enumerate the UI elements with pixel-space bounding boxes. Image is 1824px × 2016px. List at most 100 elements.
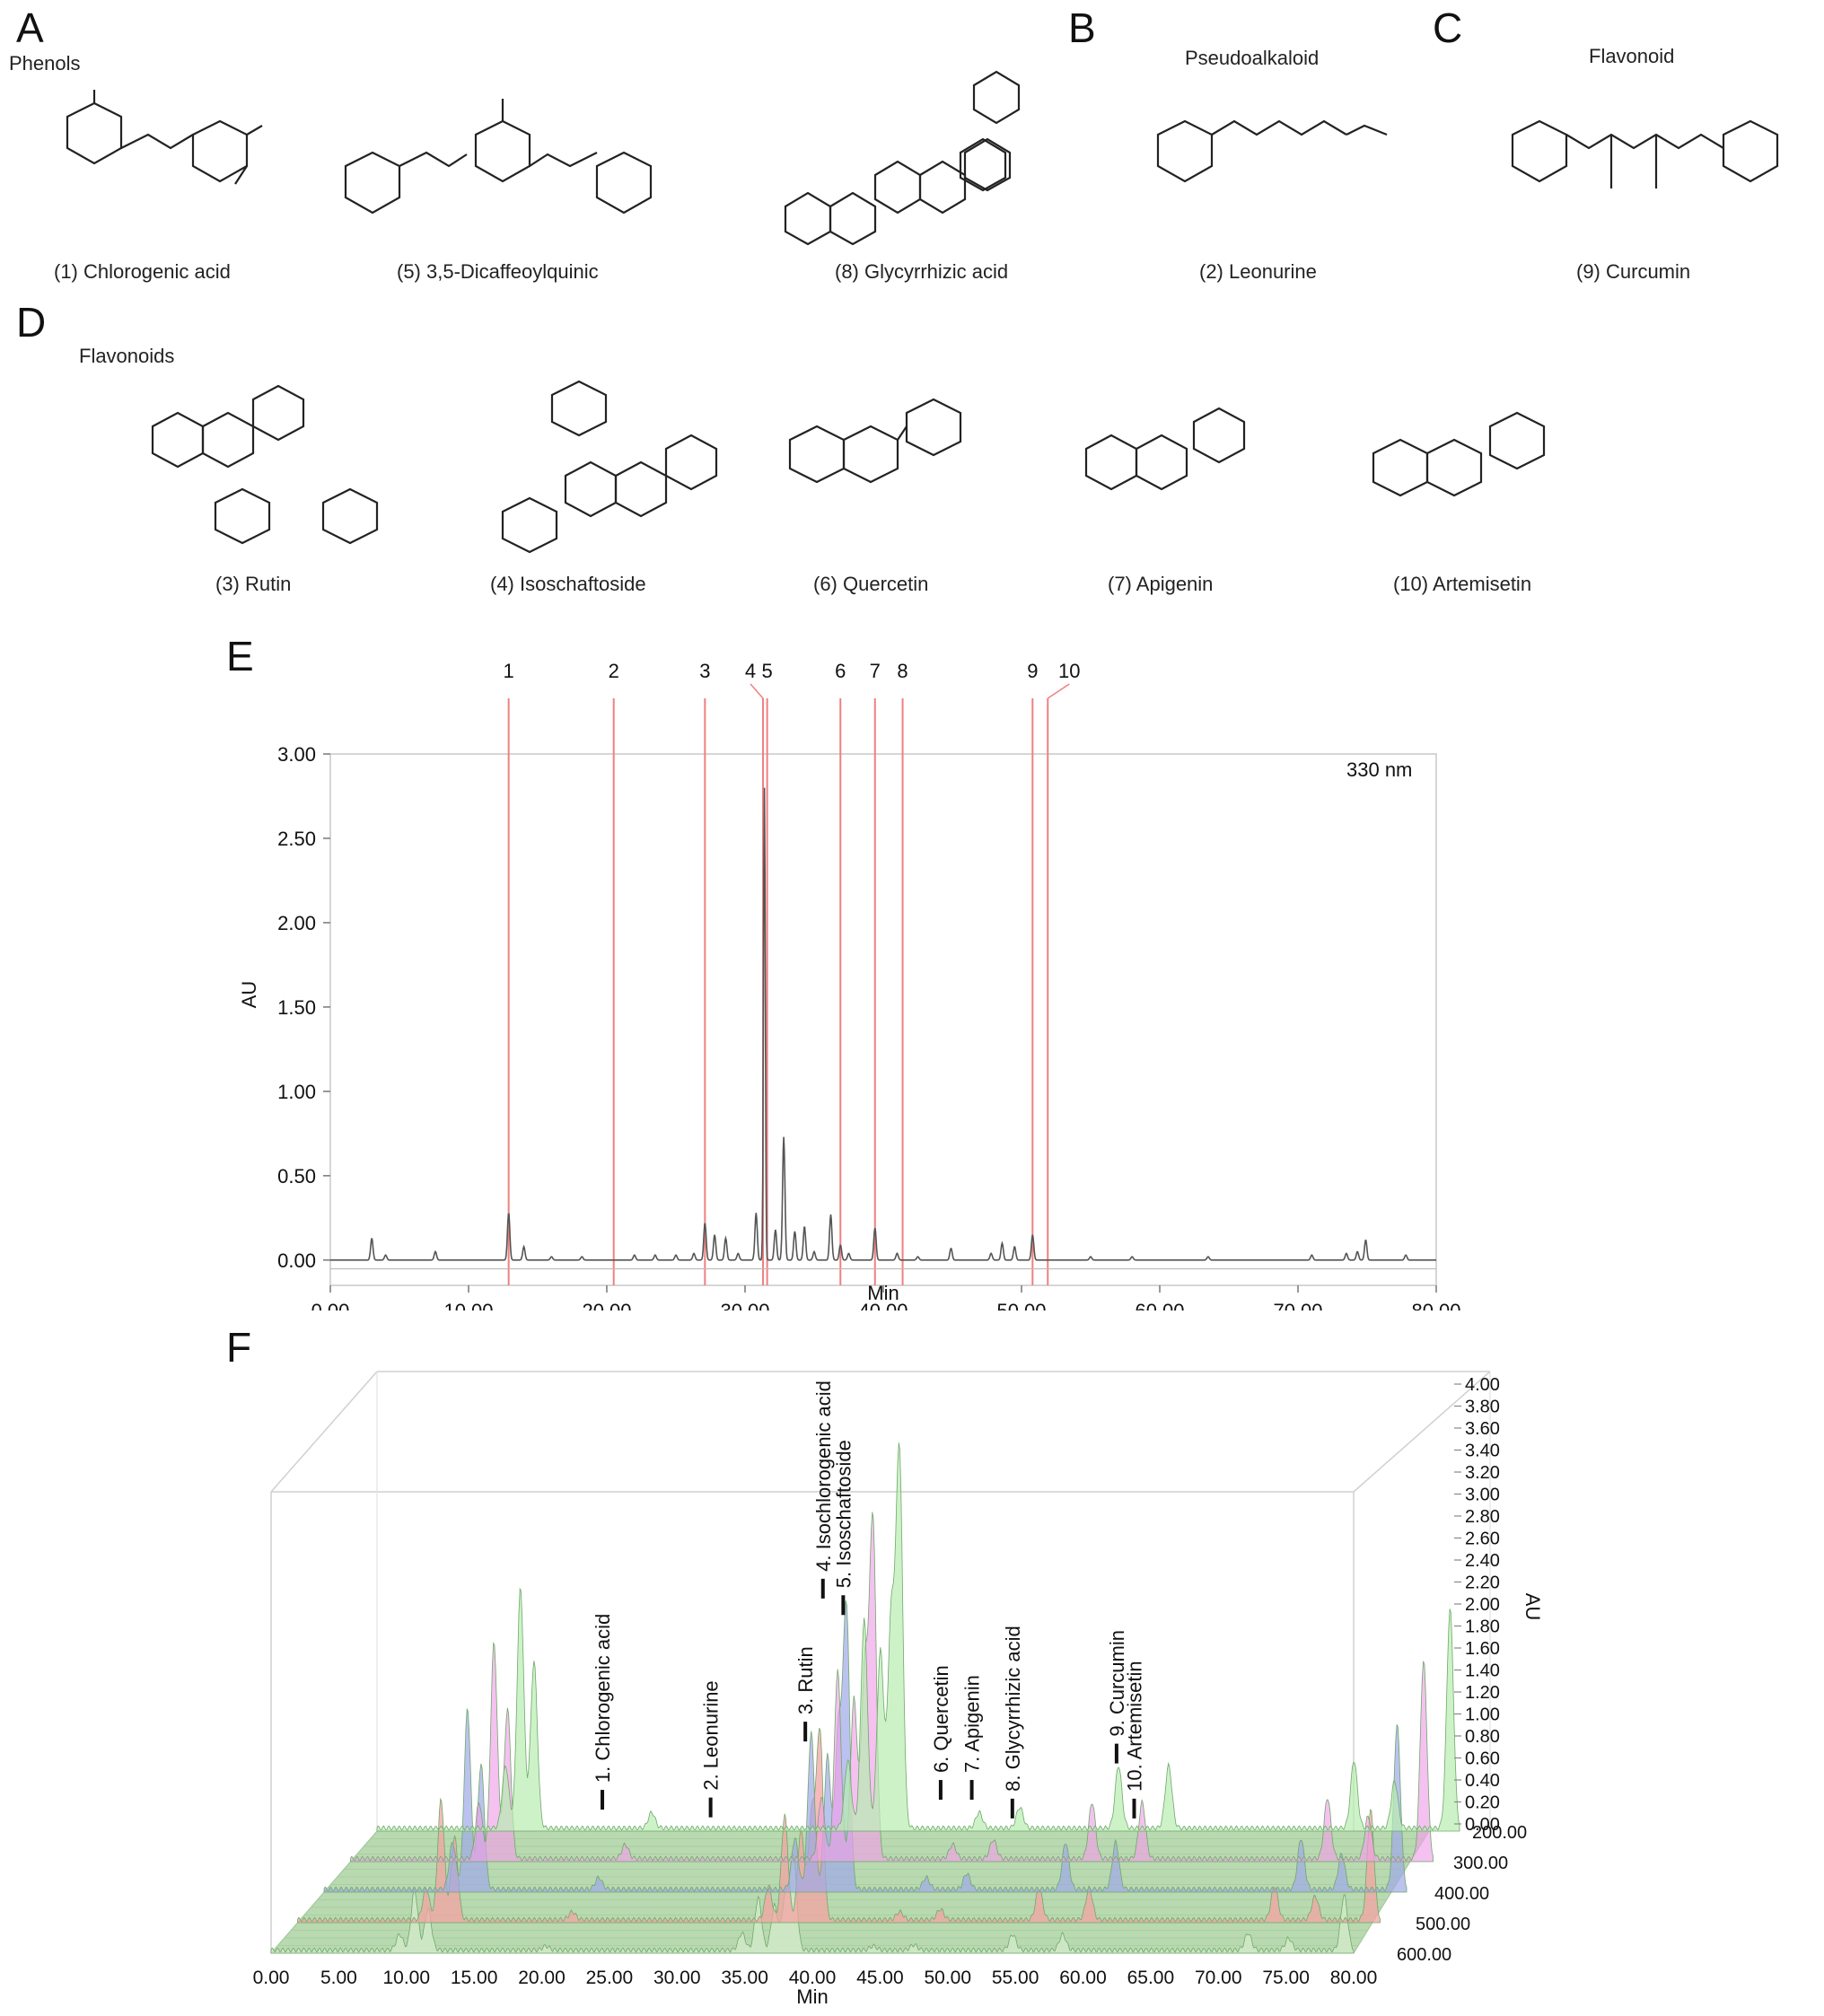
x-tick-label: 20.00: [518, 1968, 566, 1988]
z-tick-label: 2.20: [1465, 1573, 1500, 1593]
x-tick-label: 70.00: [1273, 1300, 1322, 1310]
panel-letter-d: D: [16, 299, 47, 346]
structure-dicaffeoylquinic: [344, 99, 653, 215]
y-tick-label: 2.00: [277, 912, 316, 934]
x-tick-label: 55.00: [992, 1968, 1039, 1988]
x-tick-label: 15.00: [451, 1968, 498, 1988]
group-title-phenols: Phenols: [9, 52, 81, 75]
panel-letter-f: F: [226, 1324, 252, 1371]
z-tick-label: 2.40: [1465, 1551, 1500, 1571]
x-tick-label: 0.00: [311, 1300, 350, 1310]
z-tick-label: 3.60: [1465, 1419, 1500, 1439]
x-tick-label: 10.00: [382, 1968, 430, 1988]
structure-drawings: [66, 70, 1779, 554]
group-title-pseudoalkaloid: Pseudoalkaloid: [1185, 47, 1320, 69]
x-tick-label: 50.00: [924, 1968, 971, 1988]
compound-name-quercetin: (6) Quercetin: [813, 573, 929, 595]
marker-label-2: 2: [609, 660, 619, 682]
compound-name-curcumin: (9) Curcumin: [1576, 260, 1691, 283]
panel-letter-c: C: [1433, 4, 1463, 51]
compound-name-glycyrrhizic-acid: (8) Glycyrrhizic acid: [835, 260, 1009, 283]
x-tick-label: 40.00: [789, 1968, 837, 1988]
x-tick-label: 20.00: [582, 1300, 631, 1310]
x-tick-label: 50.00: [996, 1300, 1046, 1310]
chromatogram-330nm-chart: 1 2 3 4 5 6 7 8 9 10 0.00 0.50 1.00 1.50 2.00 2.50 3.00…: [238, 660, 1461, 1310]
y-tick-label: 2.50: [277, 828, 316, 850]
marker-leader-4: [750, 683, 764, 699]
z-tick-label: 2.60: [1465, 1530, 1500, 1549]
structure-isoschaftoside: [501, 380, 718, 554]
x-tick-label: 25.00: [586, 1968, 634, 1988]
x-tick-label: 60.00: [1059, 1968, 1107, 1988]
z-tick-label: 1.60: [1465, 1639, 1500, 1659]
structure-rutin: [151, 384, 379, 545]
compound-label-2: 2. Leonurine: [700, 1680, 723, 1790]
y-axis-label: AU: [238, 981, 260, 1009]
compound-label-5: 5. Isoschaftoside: [832, 1440, 855, 1588]
compound-label-1: 1. Chlorogenic acid: [592, 1614, 614, 1783]
marker-label-3: 3: [699, 660, 710, 682]
marker-label-7: 7: [870, 660, 881, 682]
structure-chlorogenic-acid: [66, 90, 263, 185]
x-tick-label: 45.00: [856, 1968, 904, 1988]
x-tick-label: 60.00: [1135, 1300, 1184, 1310]
structure-glycyrrhizic-acid: [784, 70, 1021, 246]
z-tick-label: 3.40: [1465, 1442, 1500, 1461]
z-tick-label: 0.40: [1465, 1771, 1500, 1791]
marker-label-5: 5: [762, 660, 773, 682]
marker-label-8: 8: [897, 660, 908, 682]
group-title-flavonoids: Flavonoids: [79, 345, 175, 367]
compound-name-dicaffeoylquinic: (5) 3,5-Dicaffeoylquinic: [397, 260, 599, 283]
x-tick-label: 35.00: [721, 1968, 768, 1988]
z-tick-label: 3.00: [1465, 1486, 1500, 1505]
compound-name-rutin: (3) Rutin: [215, 573, 292, 595]
compound-name-artemisetin: (10) Artemisetin: [1393, 573, 1532, 595]
x-tick-label: 65.00: [1127, 1968, 1175, 1988]
z-tick-label: 0.20: [1465, 1793, 1500, 1813]
y-tick-label: 3.00: [277, 743, 316, 766]
group-title-flavonoid: Flavonoid: [1589, 45, 1675, 67]
compound-label-4: 4. Isochlorogenic acid: [812, 1381, 835, 1572]
x-tick-label: 5.00: [320, 1968, 357, 1988]
structure-curcumin: [1511, 119, 1779, 188]
structure-quercetin: [788, 398, 962, 484]
x-tick-label: 0.00: [253, 1968, 290, 1988]
panel-letter-e: E: [226, 633, 254, 679]
x-axis-label: Min: [796, 1985, 828, 2008]
x-tick-label: 80.00: [1411, 1300, 1460, 1310]
x-tick-label: 10.00: [443, 1300, 493, 1310]
z-tick-label: 2.00: [1465, 1595, 1500, 1615]
compound-label-6: 6. Quercetin: [930, 1665, 952, 1773]
z-tick-label: 2.80: [1465, 1507, 1500, 1527]
z-tick-label: 1.20: [1465, 1683, 1500, 1703]
marker-label-1: 1: [504, 660, 514, 682]
compound-label-10: 10. Artemisetin: [1123, 1661, 1145, 1792]
box-right-top-edge: [1353, 1371, 1491, 1493]
z-tick-label: 1.80: [1465, 1617, 1500, 1637]
wavelength-tick-label: 200.00: [1472, 1823, 1527, 1843]
box-left-top-edge: [270, 1371, 378, 1493]
compound-name-isoschaftoside: (4) Isoschaftoside: [490, 573, 646, 595]
z-tick-label: 0.60: [1465, 1749, 1500, 1769]
compound-label-9: 9. Curcumin: [1106, 1630, 1128, 1737]
y-tick-label: 1.50: [277, 996, 316, 1019]
compound-label-7: 7. Apigenin: [961, 1675, 984, 1773]
z-axis-label: AU: [1521, 1593, 1544, 1621]
wavelength-tick-label: 400.00: [1434, 1884, 1489, 1904]
x-tick-label: 30.00: [720, 1300, 769, 1310]
compound-name-leonurine: (2) Leonurine: [1199, 260, 1317, 283]
wavelength-tick-label: 300.00: [1453, 1854, 1508, 1873]
structure-artemisetin: [1372, 411, 1546, 497]
z-tick-label: 3.80: [1465, 1398, 1500, 1417]
marker-label-6: 6: [835, 660, 846, 682]
spectral-ridge-2: [297, 1727, 1381, 1924]
chromatogram-trace: [330, 787, 1436, 1261]
compound-label-3: 3. Rutin: [794, 1646, 817, 1714]
compound-name-apigenin: (7) Apigenin: [1108, 573, 1214, 595]
y-tick-label: 1.00: [277, 1081, 316, 1103]
x-tick-label: 70.00: [1195, 1968, 1242, 1988]
marker-label-4: 4: [745, 660, 756, 682]
marker-label-9: 9: [1027, 660, 1038, 682]
z-tick-label: 1.40: [1465, 1661, 1500, 1681]
marker-leader-10: [1047, 683, 1070, 699]
